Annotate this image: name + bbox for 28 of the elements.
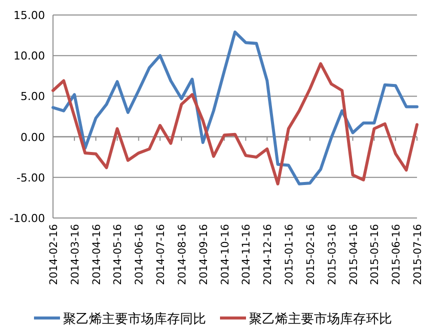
x-tick-label: 2014-10-16 bbox=[219, 224, 232, 286]
line-series bbox=[52, 30, 418, 186]
legend-label: 聚乙烯主要市场库存同比 bbox=[63, 311, 206, 327]
x-tick-label: 2014-07-16 bbox=[155, 224, 168, 286]
y-tick-label: 15.00 bbox=[14, 9, 45, 22]
x-tick-label: 2015-06-16 bbox=[390, 224, 403, 286]
x-tick-label: 2015-01-16 bbox=[284, 224, 296, 286]
y-tick-label: 5.00 bbox=[20, 90, 45, 104]
x-tick-label: 2015-03-16 bbox=[326, 224, 338, 286]
x-tick-label: 2015-07-16 bbox=[412, 224, 424, 286]
x-tick-label: 2014-09-16 bbox=[198, 224, 210, 286]
x-tick-label: 2015-04-16 bbox=[348, 224, 360, 286]
x-tick-label: 2014-02-16 bbox=[48, 224, 60, 286]
x-tick-label: 2015-05-16 bbox=[369, 224, 382, 286]
x-tick-label: 2014-06-16 bbox=[134, 224, 146, 286]
y-tick-label: -10.00 bbox=[10, 212, 45, 225]
line-series bbox=[52, 62, 418, 186]
x-tick-label: 2014-05-16 bbox=[112, 224, 124, 286]
legend-label: 聚乙烯主要市场库存环比 bbox=[249, 311, 392, 327]
x-tick-label: 2014-03-16 bbox=[69, 224, 82, 286]
x-tick-label: 2014-08-16 bbox=[176, 224, 188, 286]
x-tick-label: 2014-11-16 bbox=[240, 224, 253, 286]
y-tick-label: -5.00 bbox=[16, 171, 45, 184]
x-tick-label: 2015-02-16 bbox=[304, 224, 317, 286]
y-tick-label: 0.00 bbox=[20, 130, 45, 144]
x-tick-label: 2014-04-16 bbox=[90, 224, 103, 286]
y-tick-label: 10.00 bbox=[14, 50, 45, 63]
x-tick-label: 2014-12-16 bbox=[262, 224, 274, 286]
